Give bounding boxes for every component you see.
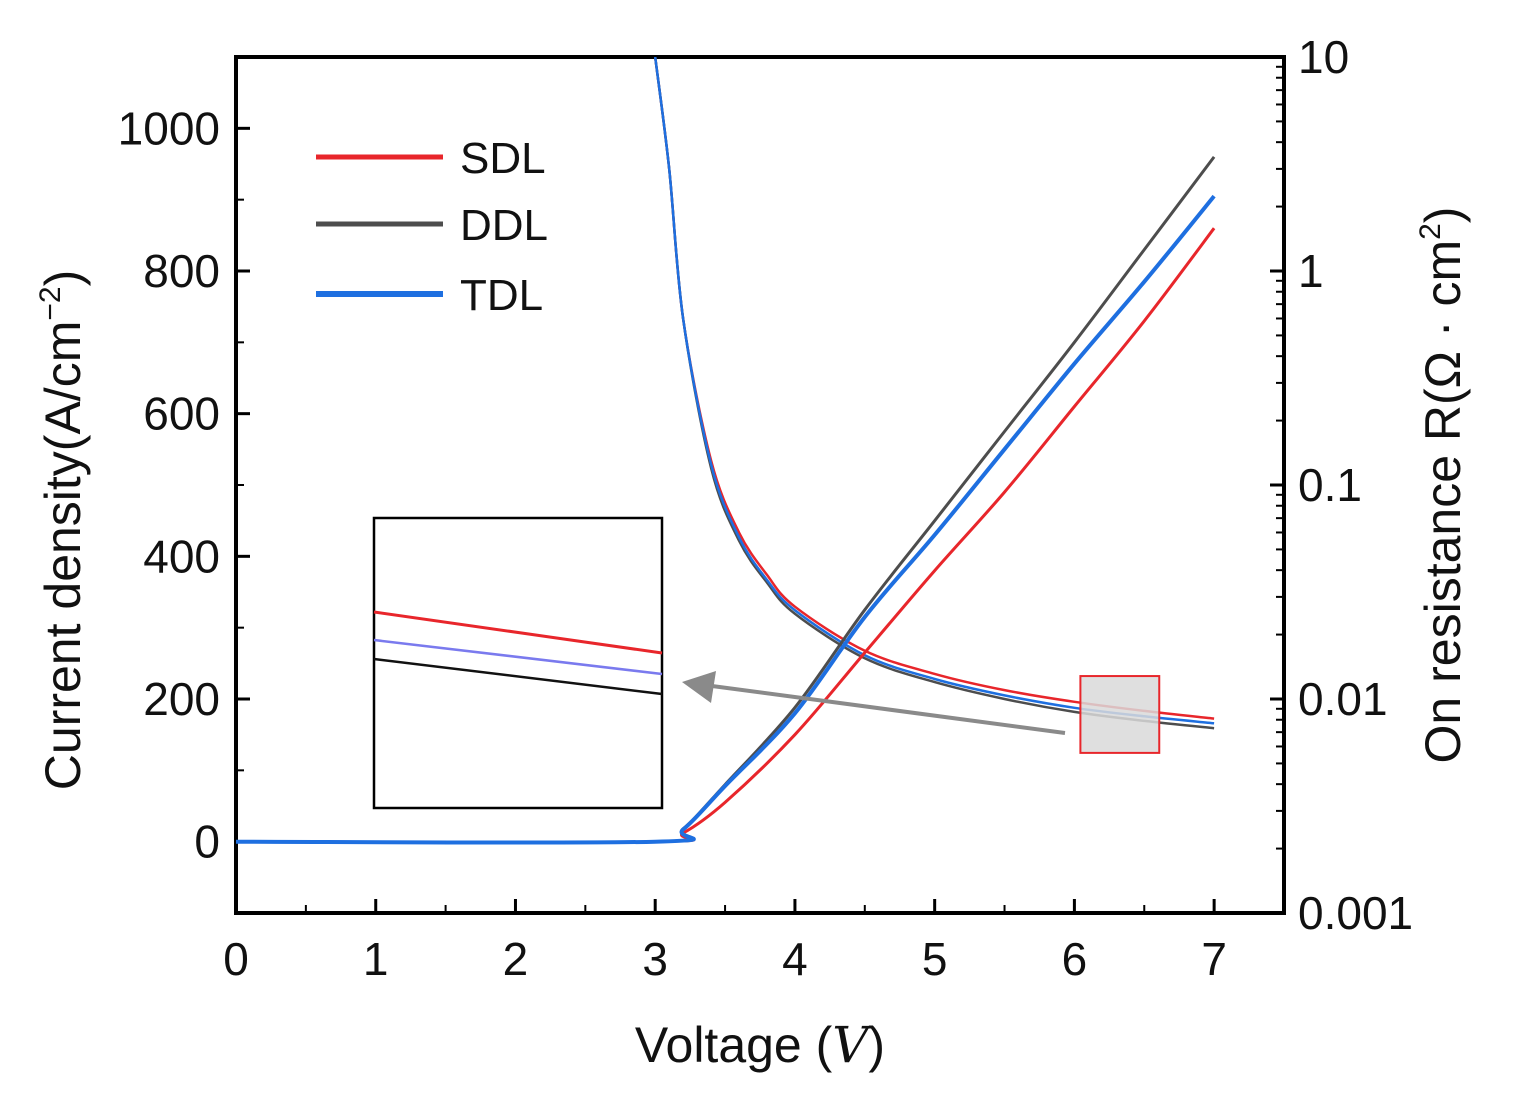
y-left-axis-title-close: ) bbox=[35, 270, 91, 287]
y-right-tick-label: 0.1 bbox=[1298, 459, 1362, 511]
legend-label-tdl: TDL bbox=[460, 271, 543, 320]
y-right-axis-title-close: ) bbox=[1415, 207, 1471, 224]
series bbox=[236, 57, 1216, 845]
x-tick-label: 3 bbox=[642, 933, 668, 985]
x-axis-title-unit: V bbox=[832, 1016, 873, 1074]
x-tick-label: 6 bbox=[1062, 933, 1088, 985]
current-line-tdl bbox=[236, 194, 1216, 845]
x-tick-label: 4 bbox=[782, 933, 808, 985]
tick-labels: 0 1 2 3 4 5 6 7 0 200 400 600 800 1000 0.001 0.01 0.1 1 10 bbox=[118, 31, 1413, 985]
y-left-axis-title: Current density(A/cm−2) bbox=[34, 270, 91, 790]
y-right-tick-label: 0.01 bbox=[1298, 673, 1388, 725]
x-tick-label: 0 bbox=[223, 933, 249, 985]
resistance-line-tdl bbox=[653, 57, 1215, 725]
resistance-line-ddl bbox=[653, 57, 1215, 730]
x-axis-title: Voltage (V) bbox=[635, 1016, 885, 1074]
y-right-axis-title: On resistance R(Ω · cm2) bbox=[1414, 207, 1471, 764]
y-right-tick-label: 1 bbox=[1298, 245, 1324, 297]
y-left-tick-label: 600 bbox=[143, 388, 220, 440]
zoom-arrow bbox=[682, 671, 1066, 735]
x-tick-label: 1 bbox=[363, 933, 389, 985]
y-right-tick-label: 0.001 bbox=[1298, 887, 1413, 939]
inset-line-ddl bbox=[373, 657, 663, 696]
y-right-axis-title-sup: 2 bbox=[1414, 223, 1447, 240]
inset-line-tdl bbox=[373, 638, 663, 676]
y-left-tick-label: 0 bbox=[194, 816, 220, 868]
x-tick-label: 7 bbox=[1201, 933, 1227, 985]
y-right-axis-title-label: On resistance R(Ω · cm bbox=[1415, 240, 1471, 764]
resistance-line-sdl bbox=[653, 57, 1215, 720]
inset-frame bbox=[372, 516, 664, 810]
legend: SDL DDL TDL bbox=[316, 134, 548, 320]
y-left-tick-label: 1000 bbox=[118, 102, 220, 154]
legend-label-ddl: DDL bbox=[460, 201, 548, 250]
zoom-region bbox=[1079, 675, 1161, 754]
x-tick-label: 2 bbox=[503, 933, 529, 985]
y-right-tick-label: 10 bbox=[1298, 31, 1349, 83]
series-group bbox=[236, 57, 1216, 845]
y-left-tick-label: 200 bbox=[143, 673, 220, 725]
y-left-tick-label: 800 bbox=[143, 245, 220, 297]
x-axis-title-label: Voltage bbox=[635, 1017, 802, 1073]
y-left-axis-title-sup: −2 bbox=[34, 286, 67, 320]
legend-label-sdl: SDL bbox=[460, 134, 546, 183]
y-left-tick-label: 400 bbox=[143, 530, 220, 582]
ticks bbox=[234, 55, 1284, 915]
x-tick-label: 5 bbox=[922, 933, 948, 985]
inset-line-sdl bbox=[373, 610, 663, 655]
y-left-axis-title-label: Current density(A/cm bbox=[35, 321, 91, 791]
